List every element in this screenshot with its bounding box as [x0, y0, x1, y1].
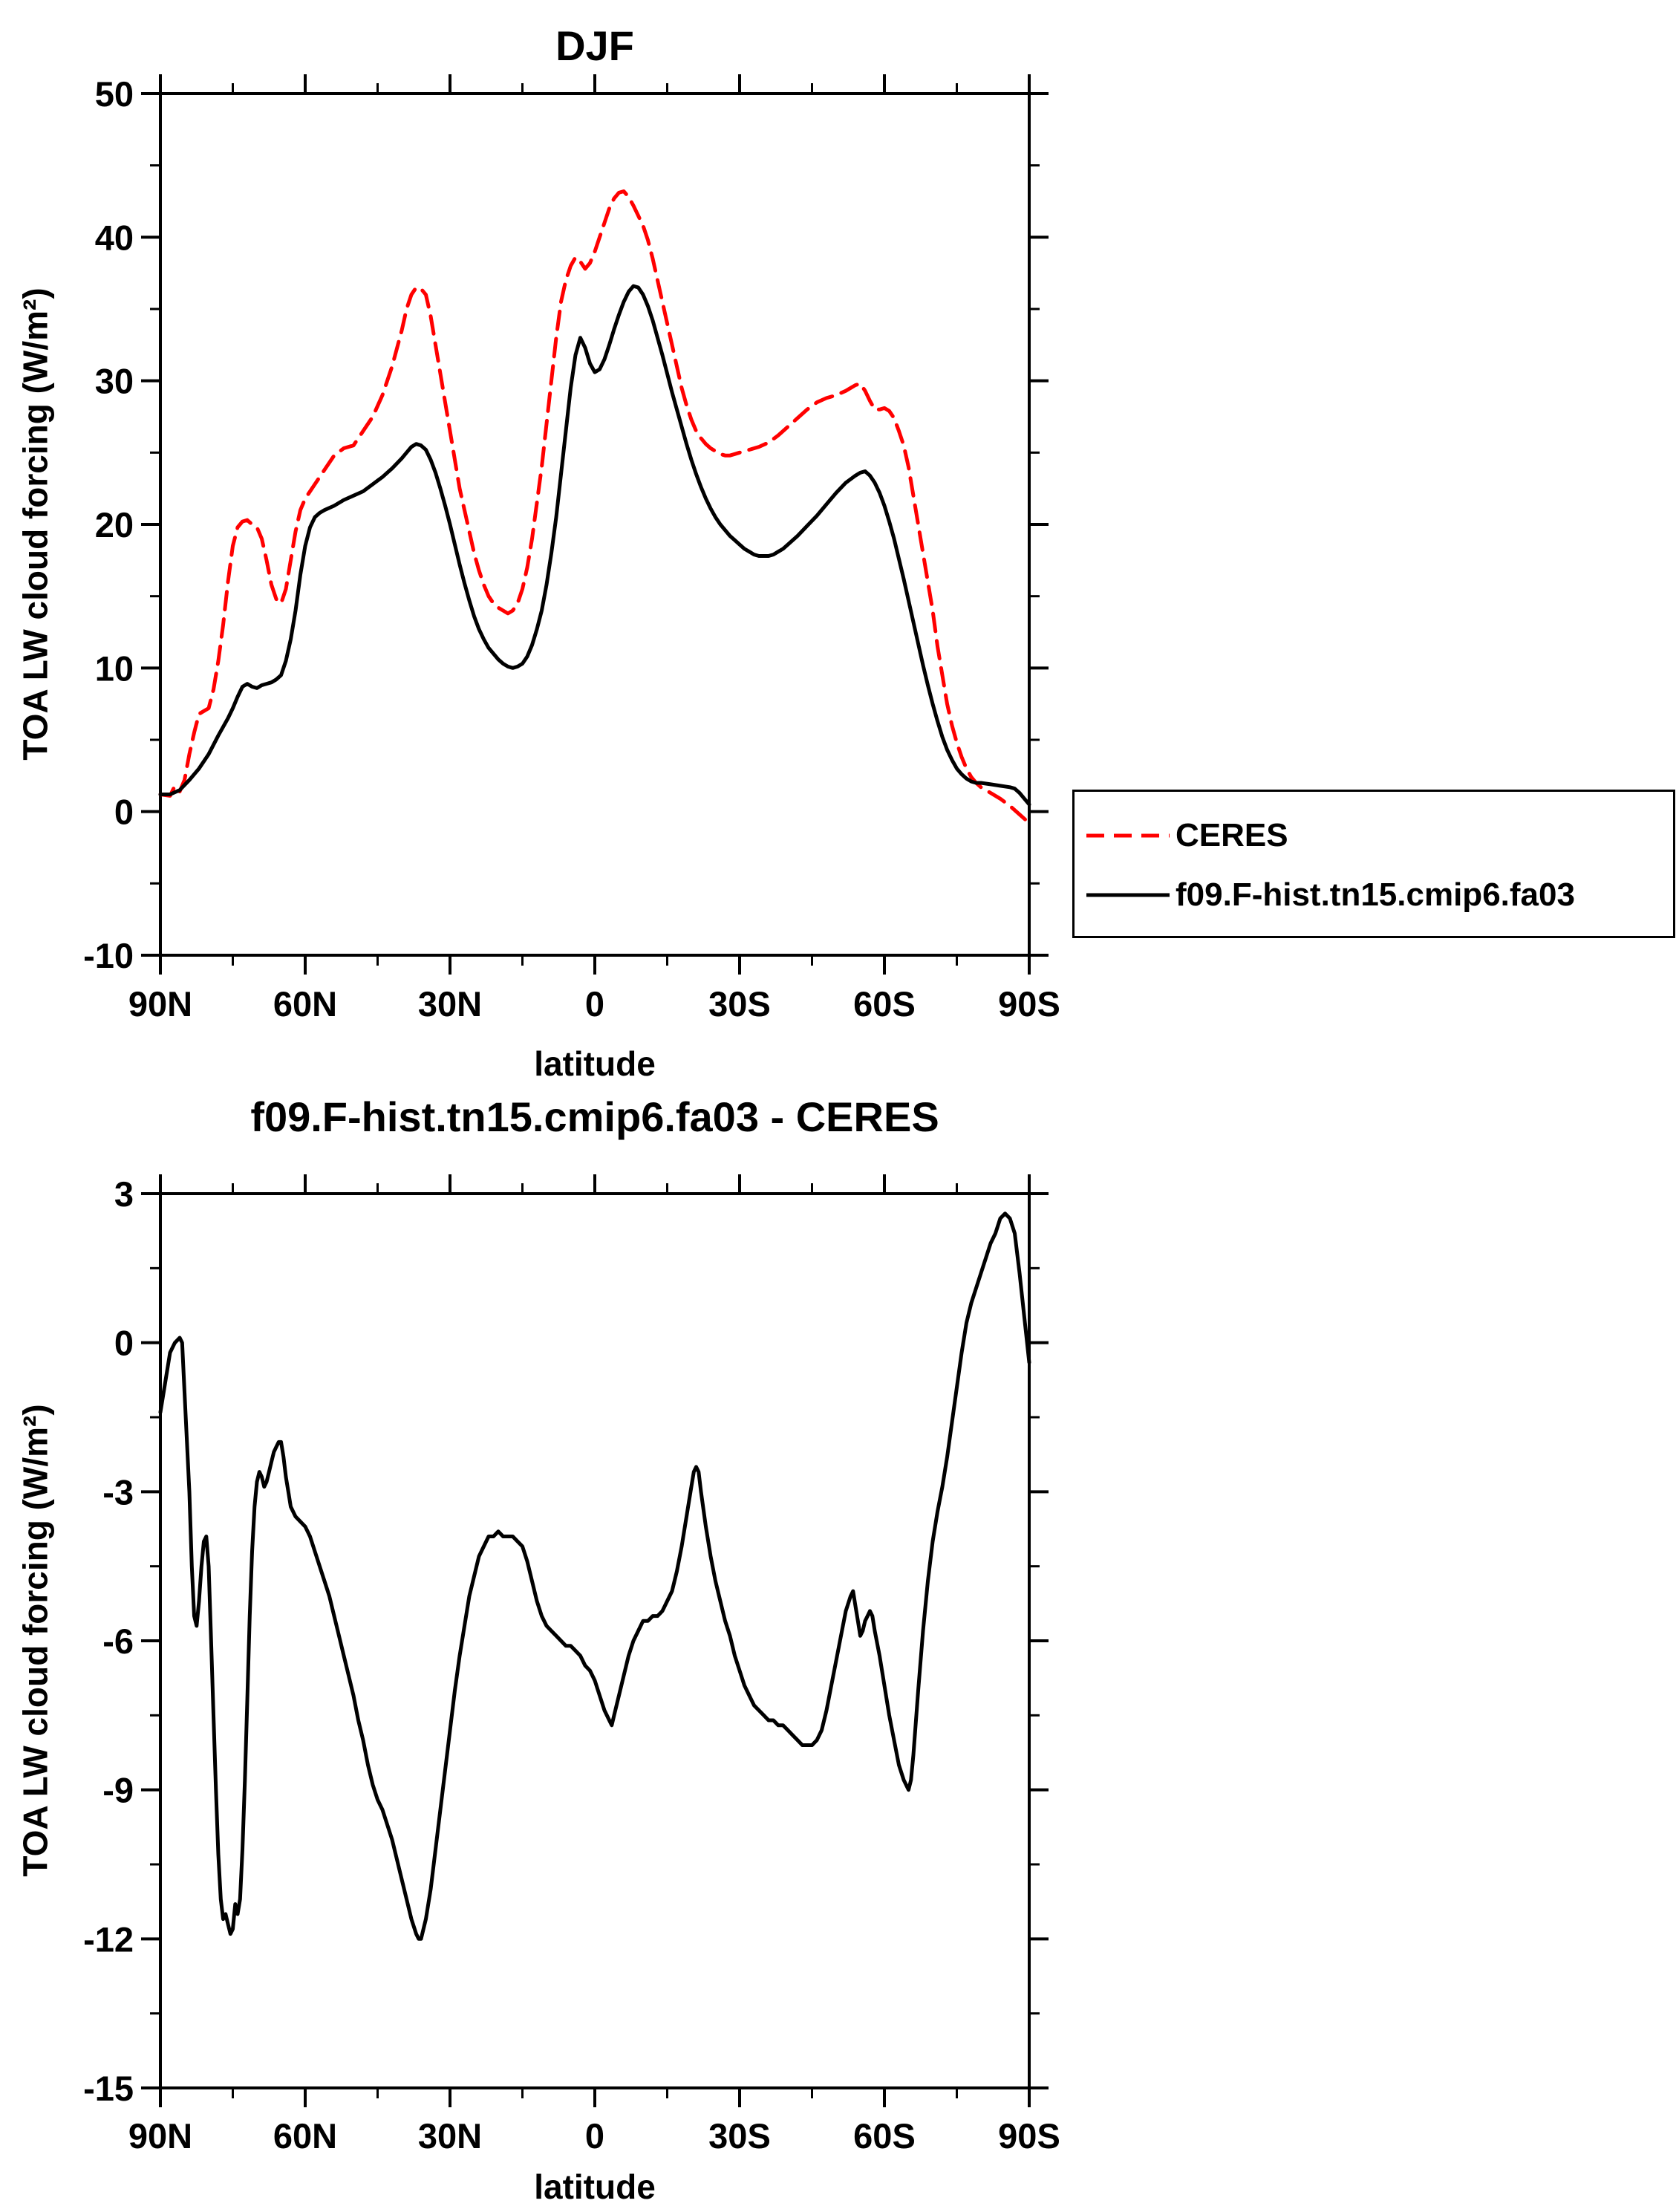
legend: CERES f09.F-hist.tn15.cmip6.fa03: [1072, 790, 1675, 938]
y-tick-label: 20: [95, 505, 134, 544]
legend-label-model: f09.F-hist.tn15.cmip6.fa03: [1176, 876, 1575, 913]
series-line-f09.F-hist.tn15.cmip6.fa03 - CERES: [158, 1211, 1031, 1941]
y-tick-label: 0: [114, 793, 134, 832]
y-tick-label: -6: [102, 1621, 134, 1661]
plot-frame: [159, 1192, 1031, 2089]
bottom-chart-y-axis-label: TOA LW cloud forcing (W/m²): [16, 1404, 55, 1877]
x-tick-label: 30S: [708, 984, 771, 1024]
x-tick-label: 90N: [128, 2116, 192, 2156]
y-tick-label: -9: [102, 1771, 134, 1810]
top-chart-x-axis-label: latitude: [534, 1044, 656, 1083]
x-tick-label: 30N: [418, 984, 482, 1024]
y-tick-label: -3: [102, 1472, 134, 1512]
x-tick-label: 0: [585, 984, 604, 1024]
y-tick-label: 0: [114, 1324, 134, 1363]
y-tick-label: -15: [83, 2069, 134, 2108]
x-tick-label: 90S: [998, 2116, 1060, 2156]
ceres-line-sample: [1086, 833, 1170, 838]
x-tick-label: 90S: [998, 984, 1060, 1024]
plot-frame: [159, 92, 1031, 957]
x-tick-label: 0: [585, 2116, 604, 2156]
legend-entry-ceres: CERES: [1083, 816, 1288, 856]
model-line-sample: [1086, 893, 1170, 897]
x-tick-label: 30S: [708, 2116, 771, 2156]
y-tick-label: 50: [95, 74, 134, 114]
top-chart-title: DJF: [555, 22, 634, 69]
legend-label-ceres: CERES: [1176, 817, 1288, 853]
y-tick-label: -12: [83, 1919, 134, 1959]
x-tick-label: 90N: [128, 984, 192, 1024]
chart-1-group: 90N 60N 30N 0 30S 60S 90S 3 0 -3 -6 -9 -12 -15: [83, 1174, 1060, 2156]
top-chart-y-axis-label: TOA LW cloud forcing (W/m²): [16, 287, 55, 761]
series-line-CERES: [158, 189, 1031, 825]
legend-entry-model: f09.F-hist.tn15.cmip6.fa03: [1083, 875, 1575, 915]
x-tick-label: 60S: [853, 2116, 916, 2156]
bottom-chart-title: f09.F-hist.tn15.cmip6.fa03 - CERES: [250, 1093, 939, 1140]
y-tick-label: 10: [95, 648, 134, 688]
series-line-f09.F-hist.tn15.cmip6.fa03: [158, 284, 1031, 807]
y-tick-label: 3: [114, 1174, 134, 1214]
x-tick-label: 60S: [853, 984, 916, 1024]
x-tick-label: 60N: [273, 984, 337, 1024]
x-tick-label: 60N: [273, 2116, 337, 2156]
y-tick-label: -10: [83, 936, 134, 975]
chart-0-group: 90N 60N 30N 0 30S 60S 90S 50 40 30 20 10 0 -10: [83, 74, 1060, 1024]
x-tick-label: 30N: [418, 2116, 482, 2156]
y-tick-label: 30: [95, 362, 134, 401]
bottom-chart-x-axis-label: latitude: [534, 2167, 656, 2206]
y-tick-label: 40: [95, 218, 134, 257]
